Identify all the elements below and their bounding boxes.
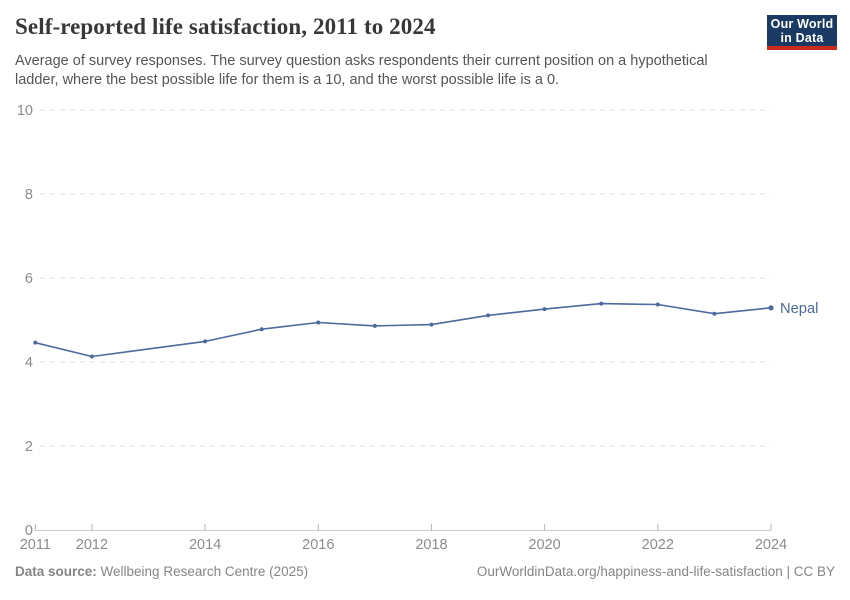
data-point-nepal-2018[interactable]: [429, 322, 434, 327]
x-axis-label-2012: 2012: [76, 537, 108, 553]
owid-url-link[interactable]: OurWorldinData.org/happiness-and-life-sa…: [476, 564, 835, 579]
data-point-nepal-2012[interactable]: [89, 354, 94, 359]
y-axis-label-6: 6: [25, 271, 33, 287]
data-point-nepal-2020[interactable]: [542, 307, 547, 312]
data-point-nepal-2024[interactable]: [768, 305, 774, 311]
x-axis-label-2018: 2018: [415, 537, 447, 553]
data-point-nepal-2019[interactable]: [486, 313, 491, 318]
y-axis-label-2: 2: [25, 439, 33, 455]
data-line-nepal[interactable]: [35, 302, 772, 358]
data-point-nepal-2022[interactable]: [655, 302, 660, 307]
x-axis-label-2014: 2014: [189, 537, 221, 553]
y-axis-label-10: 10: [17, 103, 33, 119]
x-axis-label-2011: 2011: [20, 537, 51, 553]
page-title: Self-reported life satisfaction, 2011 to…: [15, 14, 436, 39]
data-source: Data source: Wellbeing Research Centre (…: [15, 564, 308, 579]
x-axis-label-2016: 2016: [302, 537, 334, 553]
data-point-nepal-2016[interactable]: [316, 320, 321, 325]
data-source-value: Wellbeing Research Centre (2025): [96, 564, 309, 579]
y-axis-label-4: 4: [25, 355, 33, 371]
data-point-nepal-2021[interactable]: [599, 301, 604, 306]
owid-logo-line1: Our World: [770, 16, 834, 31]
series-label-nepal[interactable]: Nepal: [780, 301, 818, 317]
x-axis-label-2024: 2024: [755, 537, 787, 553]
data-point-nepal-2014[interactable]: [203, 339, 208, 344]
data-source-label: Data source:: [15, 564, 97, 579]
x-axis-label-2022: 2022: [642, 537, 674, 553]
data-point-nepal-2023[interactable]: [712, 311, 717, 316]
data-point-nepal-2017[interactable]: [372, 323, 377, 328]
y-axis-label-0: 0: [25, 523, 33, 539]
y-axis-label-8: 8: [25, 187, 33, 203]
x-axis-label-2020: 2020: [528, 537, 560, 553]
chart-subtitle: Average of survey responses. The survey …: [15, 53, 708, 88]
chart-footer: Data source: Wellbeing Research Centre (…: [15, 564, 835, 579]
data-point-nepal-2011[interactable]: [33, 340, 38, 345]
data-point-nepal-2015[interactable]: [259, 327, 264, 332]
owid-logo-line2: in Data: [780, 30, 824, 45]
owid-logo[interactable]: Our World in Data: [767, 15, 837, 50]
